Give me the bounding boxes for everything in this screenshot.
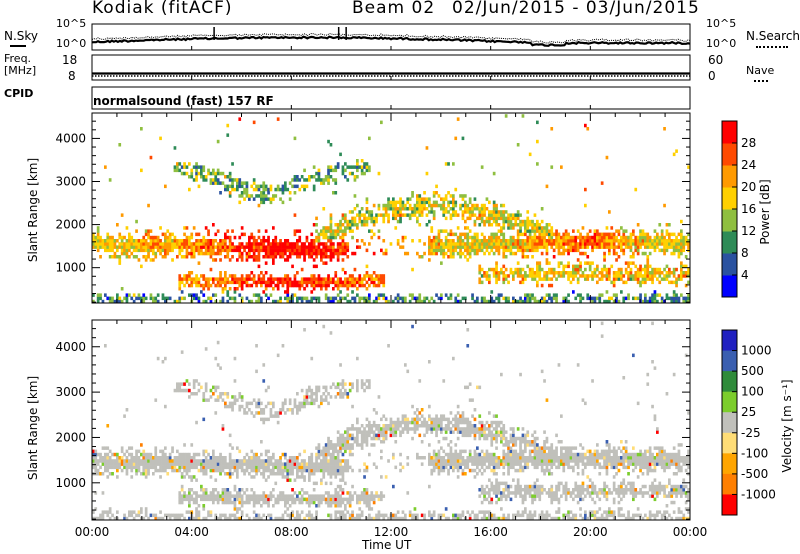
station-title: Kodiak (fitACF) <box>92 0 233 18</box>
power-colorbar-swatch-6 <box>722 143 737 166</box>
velocity-colorbar-tick-7: -1000 <box>741 487 776 501</box>
nsky-tick-low: 10^0 <box>56 37 87 50</box>
nsearch-dotted-line <box>756 46 788 48</box>
velocity-colorbar-swatch-3 <box>722 391 737 413</box>
time-tick-label-0: 00:00 <box>75 525 110 539</box>
frame-layer <box>91 23 738 521</box>
nave-tick-low: 0 <box>708 69 716 83</box>
power-colorbar-tick-2: 12 <box>741 224 756 238</box>
velocity-colorbar-swatch-6 <box>722 453 737 475</box>
power-panel-ytick-label-1: 2000 <box>55 218 86 232</box>
velocity-heatmap-cells <box>92 321 690 521</box>
power-panel-ytick-label-0: 1000 <box>55 261 86 275</box>
nsky-tick-high: 10^5 <box>56 17 87 30</box>
velocity-colorbar-tick-6: -500 <box>741 467 768 481</box>
nsearch-tick-high: 10^5 <box>706 17 737 30</box>
noise-sky-trace <box>91 35 691 47</box>
power-colorbar-tick-0: 4 <box>741 268 749 282</box>
velocity-panel-ytick-label-2: 3000 <box>55 385 86 399</box>
freq-unit-label: [MHz] <box>4 64 37 77</box>
velocity-colorbar-frame <box>721 329 738 516</box>
power-colorbar-swatch-5 <box>722 165 737 188</box>
velocity-panel-ytick-label-3: 4000 <box>55 340 86 354</box>
cpid-label: CPID <box>4 87 34 100</box>
velocity-colorbar-swatch-0 <box>722 330 737 352</box>
cpid-text: normalsound (fast) 157 RF <box>93 94 274 108</box>
power-panel-ytick-label-3: 4000 <box>55 131 86 145</box>
velocity-colorbar-tick-2: 100 <box>741 385 764 399</box>
velocity-colorbar-swatch-7 <box>722 473 737 495</box>
power-colorbar-swatch-4 <box>722 187 737 210</box>
time-axis-label: Time UT <box>362 538 412 552</box>
nave-label: Nave <box>746 64 775 77</box>
power-colorbar-swatch-7 <box>722 121 737 144</box>
beam-title: Beam 02 <box>352 0 436 18</box>
power-colorbar-tick-5: 24 <box>741 158 756 172</box>
velocity-panel-ytick-label-0: 1000 <box>55 476 86 490</box>
velocity-colorbar-tick-3: 25 <box>741 405 756 419</box>
nsearch-label: N.Search <box>746 29 800 43</box>
power-colorbar-tick-1: 8 <box>741 246 749 260</box>
velocity-colorbar-swatch-8 <box>722 494 737 516</box>
freq-label: Freq. <box>4 52 32 65</box>
velocity-colorbar-tick-1: 500 <box>741 364 764 378</box>
velocity-colorbar-swatch-5 <box>722 432 737 454</box>
velocity-panel-ytick-label-1: 2000 <box>55 430 86 444</box>
velocity-colorbar-tick-0: 1000 <box>741 344 772 358</box>
velocity-colorbar-swatch-1 <box>722 350 737 372</box>
data-layer <box>91 27 737 521</box>
power-colorbar-tick-4: 20 <box>741 180 756 194</box>
time-tick-label-2: 08:00 <box>274 525 309 539</box>
nsky-underline <box>10 45 26 47</box>
time-tick-label-1: 04:00 <box>174 525 209 539</box>
power-colorbar-swatch-0 <box>722 275 737 298</box>
time-tick-label-4: 16:00 <box>473 525 508 539</box>
noise-search-trace <box>91 32 691 44</box>
power-colorbar-tick-6: 28 <box>741 136 756 150</box>
date-range-title: 02/Jun/2015 - 03/Jun/2015 <box>452 0 700 18</box>
power-colorbar-tick-3: 16 <box>741 202 756 216</box>
nave-tick-high: 60 <box>708 53 724 67</box>
power-heatmap-cells <box>92 114 690 304</box>
freq-tick-high: 18 <box>62 53 78 67</box>
power-panel-ytick-label-2: 3000 <box>55 175 86 189</box>
velocity-colorbar-swatch-4 <box>722 412 737 434</box>
power-colorbar-swatch-3 <box>722 209 737 232</box>
time-tick-label-3: 12:00 <box>374 525 409 539</box>
velocity-colorbar-tick-5: -100 <box>741 446 768 460</box>
nsky-label: N.Sky <box>4 29 39 43</box>
label-layer: 1000 2000 3000 4000 1000 2000 3000 4000 00:00 04:… <box>55 131 775 539</box>
power-colorbar-swatch-2 <box>722 231 737 254</box>
power-colorbar-swatch-1 <box>722 253 737 276</box>
freq-tick-low: 8 <box>68 69 76 83</box>
nsearch-tick-low: 10^0 <box>706 37 737 50</box>
velocity-colorbar-tick-4: -25 <box>741 426 761 440</box>
velocity-colorbar-swatch-2 <box>722 371 737 393</box>
time-tick-label-6: 00:00 <box>673 525 708 539</box>
time-tick-label-5: 20:00 <box>573 525 608 539</box>
nave-dotted-line <box>754 80 768 82</box>
